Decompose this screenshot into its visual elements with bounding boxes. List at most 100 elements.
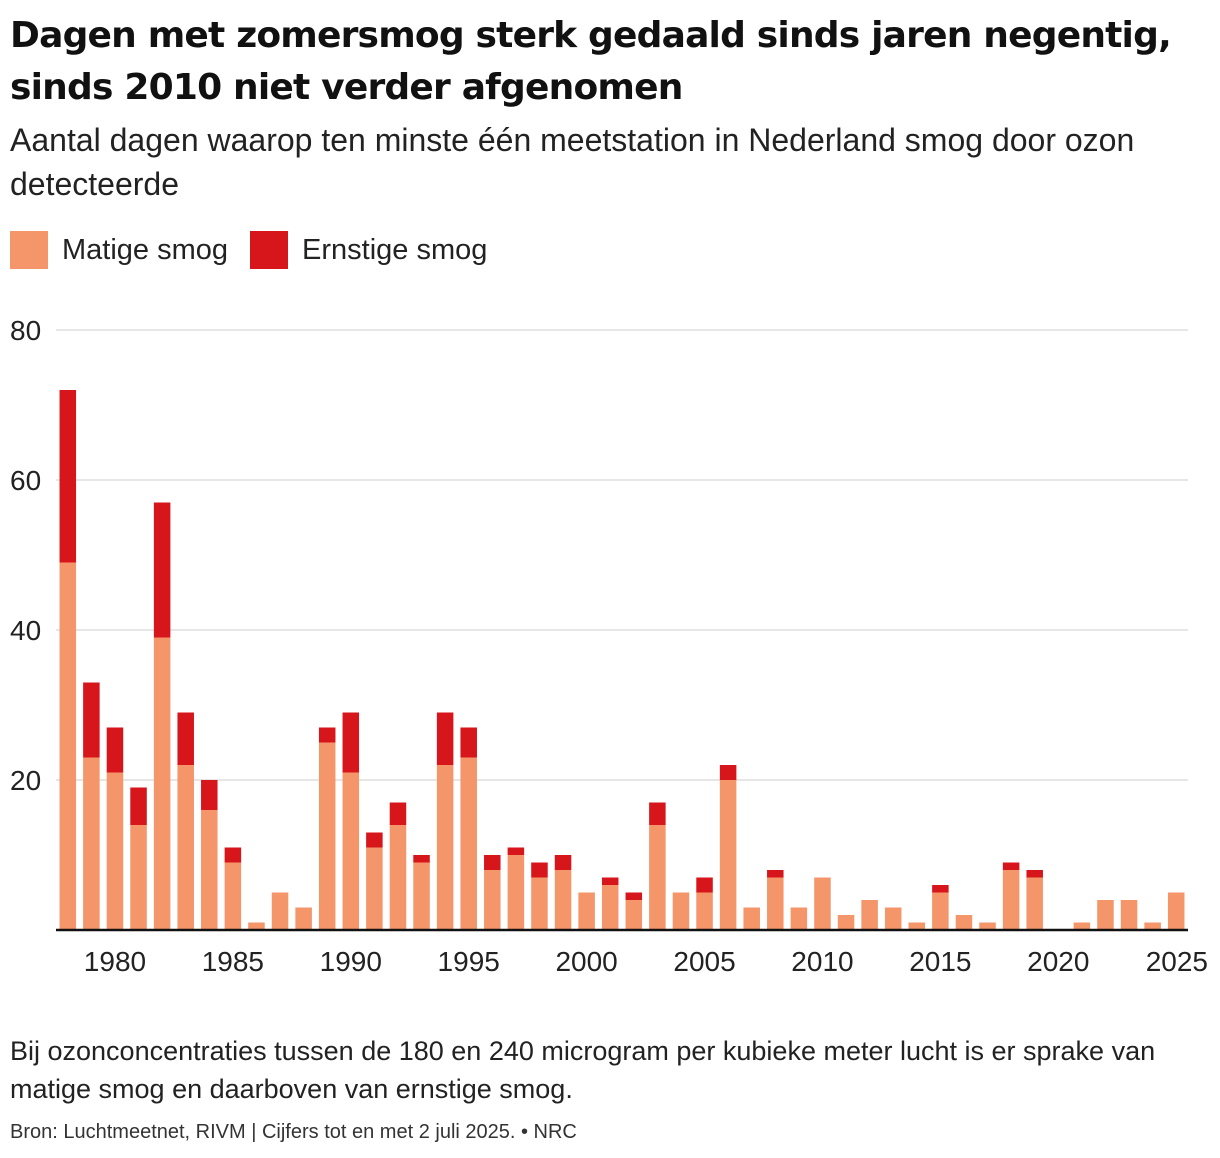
bar-ernstige-1990	[342, 712, 360, 773]
x-tick-1980: 1980	[84, 946, 146, 977]
bar-ernstige-2002	[625, 892, 643, 900]
bar-matige-2017	[979, 922, 996, 930]
footnote: Bij ozonconcentraties tussen de 180 en 2…	[10, 1036, 1156, 1104]
bar-ernstige-1991	[366, 832, 383, 848]
bar-matige-2024	[1144, 922, 1161, 930]
x-tick-2020: 2020	[1027, 946, 1089, 977]
bar-matige-2021	[1073, 922, 1091, 930]
bar-ernstige-1993	[413, 855, 430, 863]
bar-ernstige-1985	[224, 847, 242, 863]
legend-label-matige: Matige smog	[62, 233, 229, 266]
bar-ernstige-2003	[649, 802, 666, 825]
legend-swatch-matige	[10, 231, 48, 269]
source-line: Bron: Luchtmeetnet, RIVM | Cijfers tot e…	[10, 1121, 577, 1143]
x-tick-1995: 1995	[438, 946, 500, 977]
bar-chart: 20 40 60 80 1980 1985 1990 1995 2000 2005 2010 201…	[10, 315, 1208, 977]
bar-ernstige-1982	[153, 502, 171, 638]
y-tick-20: 20	[10, 765, 41, 796]
bar-matige-1983	[177, 765, 194, 930]
bar-matige-1980	[106, 772, 124, 930]
y-tick-60: 60	[10, 465, 41, 496]
bar-ernstige-1978	[59, 390, 77, 563]
y-axis-labels: 20 40 60 80	[10, 315, 41, 796]
bar-matige-1979	[83, 757, 100, 930]
bar-matige-1991	[366, 847, 383, 930]
bar-matige-1978	[59, 562, 77, 930]
bar-ernstige-1989	[318, 727, 336, 743]
bar-matige-1984	[201, 810, 218, 930]
bar-matige-2005	[696, 892, 713, 930]
chart-title: Dagen met zomersmog sterk gedaald sinds …	[10, 15, 1172, 108]
bar-matige-2016	[955, 915, 973, 930]
x-tick-2025: 2025	[1146, 946, 1208, 977]
legend-swatch-ernstige	[250, 231, 289, 269]
bar-matige-2002	[625, 900, 643, 930]
bar-ernstige-1983	[177, 712, 194, 765]
bar-ernstige-2019	[1026, 870, 1043, 878]
bar-matige-2006	[719, 780, 737, 930]
bar-matige-2001	[601, 885, 619, 930]
bar-matige-2014	[908, 922, 926, 930]
chart-subtitle: Aantal dagen waarop ten minste één meets…	[10, 122, 1135, 202]
bar-ernstige-1984	[201, 780, 218, 810]
bar-matige-1986	[248, 922, 265, 930]
bar-matige-1987	[271, 892, 289, 930]
bar-ernstige-1992	[389, 802, 407, 825]
x-axis-labels: 1980 1985 1990 1995 2000 2005 2010 2015 2020 2025	[84, 946, 1208, 977]
bar-matige-2022	[1097, 900, 1114, 930]
bar-matige-1989	[318, 742, 336, 930]
bar-matige-1992	[389, 825, 407, 930]
bar-matige-2013	[884, 907, 902, 930]
legend: Matige smog Ernstige smog	[10, 230, 509, 270]
bar-matige-2007	[743, 907, 760, 930]
bar-matige-2010	[814, 877, 831, 930]
x-tick-1985: 1985	[202, 946, 264, 977]
y-tick-80: 80	[10, 315, 41, 346]
bar-matige-1982	[153, 637, 171, 930]
bar-ernstige-1999	[554, 855, 572, 870]
bar-matige-1996	[484, 870, 501, 930]
bar-ernstige-2001	[601, 877, 619, 885]
bar-ernstige-1979	[83, 682, 100, 758]
x-tick-2015: 2015	[909, 946, 971, 977]
bar-matige-2004	[672, 892, 690, 930]
bar-ernstige-1996	[484, 855, 501, 870]
bar-matige-2023	[1120, 900, 1138, 930]
x-tick-1990: 1990	[320, 946, 382, 977]
bar-matige-1985	[224, 862, 242, 930]
bar-matige-1999	[554, 870, 572, 930]
bar-matige-1988	[295, 907, 312, 930]
bar-ernstige-2006	[719, 765, 737, 780]
y-tick-40: 40	[10, 615, 41, 646]
bar-matige-1981	[130, 825, 147, 930]
bar-matige-1990	[342, 772, 360, 930]
bar-matige-2011	[837, 915, 855, 930]
legend-label-ernstige: Ernstige smog	[302, 233, 488, 266]
bar-matige-2019	[1026, 877, 1043, 930]
bar-ernstige-2018	[1002, 862, 1020, 870]
bar-matige-2018	[1002, 870, 1020, 930]
bar-ernstige-1994	[436, 712, 454, 765]
bar-matige-2009	[790, 907, 808, 930]
x-tick-2000: 2000	[555, 946, 617, 977]
bar-ernstige-1997	[507, 847, 525, 855]
bars	[59, 390, 1185, 930]
gridlines	[56, 329, 1188, 781]
bar-ernstige-1981	[130, 787, 147, 825]
bar-matige-2012	[861, 900, 878, 930]
bar-matige-1995	[460, 757, 477, 930]
bar-matige-2003	[649, 825, 666, 930]
bar-matige-2025	[1167, 892, 1185, 930]
bar-matige-1994	[436, 765, 454, 930]
x-tick-2010: 2010	[791, 946, 853, 977]
bar-matige-2015	[932, 892, 949, 930]
bar-matige-1993	[413, 862, 430, 930]
bar-matige-1998	[531, 877, 548, 930]
bar-ernstige-1980	[106, 727, 124, 773]
bar-matige-1997	[507, 855, 525, 930]
bar-ernstige-2015	[932, 885, 949, 893]
bar-matige-2000	[578, 892, 595, 930]
x-tick-2005: 2005	[673, 946, 735, 977]
bar-ernstige-1995	[460, 727, 477, 758]
bar-ernstige-1998	[531, 862, 548, 878]
